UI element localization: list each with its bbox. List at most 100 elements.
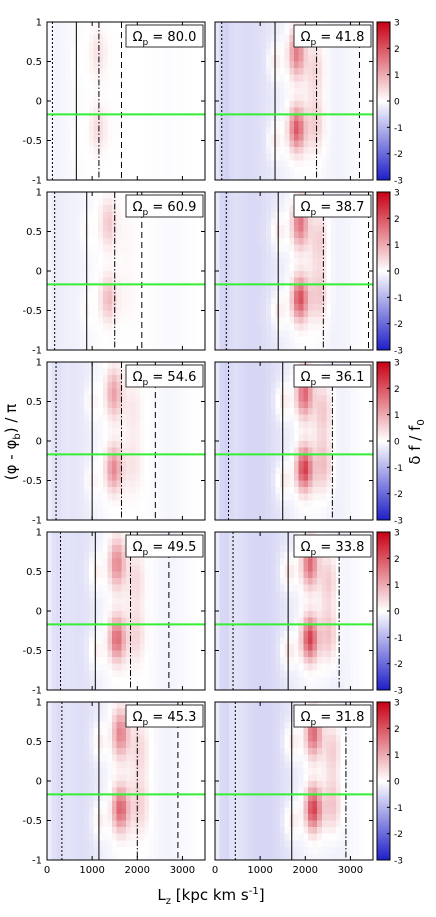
heatmap-cell	[116, 153, 122, 161]
heatmap-cell	[84, 101, 90, 108]
heatmap-cell	[191, 140, 197, 148]
heatmap-cell	[130, 441, 136, 448]
heatmap-cell	[102, 173, 108, 181]
heatmap-cell	[51, 251, 57, 259]
heatmap-cell	[70, 454, 76, 462]
heatmap-cell	[144, 81, 150, 89]
heatmap-cell	[65, 264, 71, 272]
heatmap-cell	[102, 22, 108, 29]
heatmap-cell	[335, 414, 341, 422]
heatmap-cell	[261, 81, 267, 89]
heatmap-cell	[65, 153, 71, 161]
heatmap-cell	[321, 487, 327, 495]
heatmap-cell	[247, 506, 253, 514]
heatmap-cell	[158, 421, 164, 429]
heatmap-cell	[126, 310, 132, 318]
heatmap-cell	[177, 401, 183, 409]
heatmap-cell	[242, 238, 248, 246]
heatmap-cell	[228, 368, 234, 376]
heatmap-cell	[303, 317, 309, 325]
heatmap-cell	[349, 140, 355, 148]
heatmap-cell	[70, 218, 76, 226]
heatmap-cell	[70, 460, 76, 468]
heatmap-cell	[93, 211, 99, 219]
heatmap-cell	[172, 434, 178, 442]
heatmap-cell	[60, 61, 66, 69]
heatmap-cell	[345, 277, 351, 285]
heatmap-cell	[149, 48, 155, 56]
heatmap-cell	[252, 401, 258, 409]
heatmap-cell	[112, 166, 118, 174]
heatmap-cell	[312, 61, 318, 69]
heatmap-cell	[116, 414, 122, 422]
heatmap-cell	[79, 41, 85, 49]
heatmap-cell	[126, 434, 132, 442]
heatmap-cell	[158, 74, 164, 82]
heatmap-cell	[321, 218, 327, 226]
heatmap-cell	[172, 493, 178, 501]
heatmap-cell	[47, 447, 53, 455]
heatmap-cell	[47, 343, 53, 351]
heatmap-cell	[200, 101, 206, 108]
heatmap-cell	[167, 414, 173, 422]
heatmap-cell	[98, 388, 104, 396]
heatmap-cell	[326, 81, 332, 89]
heatmap-cell	[228, 284, 234, 292]
heatmap-cell	[317, 238, 323, 246]
heatmap-cell	[368, 68, 374, 76]
heatmap-cell	[266, 87, 272, 95]
heatmap-cell	[215, 467, 221, 475]
heatmap-cell	[60, 271, 66, 278]
heatmap-cell	[153, 147, 159, 155]
heatmap-cell	[359, 277, 365, 285]
heatmap-cell	[116, 81, 122, 89]
heatmap-cell	[238, 133, 244, 141]
heatmap-cell	[135, 101, 141, 108]
heatmap-cell	[116, 427, 122, 435]
heatmap-cell	[177, 61, 183, 69]
heatmap-cell	[167, 238, 173, 246]
heatmap-cell	[70, 506, 76, 514]
heatmap-cell	[121, 54, 127, 62]
heatmap-cell	[266, 107, 272, 115]
heatmap-cell	[149, 460, 155, 468]
heatmap-cell	[79, 140, 85, 148]
heatmap-cell	[130, 264, 136, 272]
heatmap-cell	[65, 251, 71, 259]
heatmap-cell	[298, 493, 304, 501]
heatmap-cell	[130, 427, 136, 435]
heatmap-cell	[289, 284, 295, 292]
heatmap-cell	[130, 218, 136, 226]
heatmap-cell	[280, 94, 286, 102]
heatmap-cell	[242, 330, 248, 338]
heatmap-cell	[144, 317, 150, 325]
heatmap-cell	[163, 61, 169, 69]
heatmap-cell	[144, 264, 150, 272]
heatmap-cell	[321, 441, 327, 448]
heatmap-cell	[144, 506, 150, 514]
heatmap-cell	[280, 101, 286, 108]
heatmap-cell	[149, 140, 155, 148]
heatmap-cell	[345, 427, 351, 435]
heatmap-cell	[224, 41, 230, 49]
heatmap-cell	[112, 368, 118, 376]
heatmap-cell	[312, 114, 318, 122]
heatmap-cell	[116, 114, 122, 122]
omega-symbol: Ω	[133, 370, 143, 385]
heatmap-cell	[307, 94, 313, 102]
heatmap-cell	[345, 224, 351, 232]
heatmap-cell	[112, 94, 118, 102]
heatmap-cell	[280, 133, 286, 141]
heatmap-cell	[93, 303, 99, 311]
heatmap-cell	[294, 153, 300, 161]
heatmap-cell	[60, 317, 66, 325]
heatmap-cell	[303, 160, 309, 168]
heatmap-cell	[56, 343, 62, 351]
heatmap-cell	[219, 336, 225, 344]
heatmap-cell	[130, 238, 136, 246]
heatmap-cell	[224, 94, 230, 102]
heatmap-cell	[116, 251, 122, 259]
heatmap-cell	[326, 224, 332, 232]
heatmap-cell	[340, 506, 346, 514]
heatmap-cell	[252, 487, 258, 495]
